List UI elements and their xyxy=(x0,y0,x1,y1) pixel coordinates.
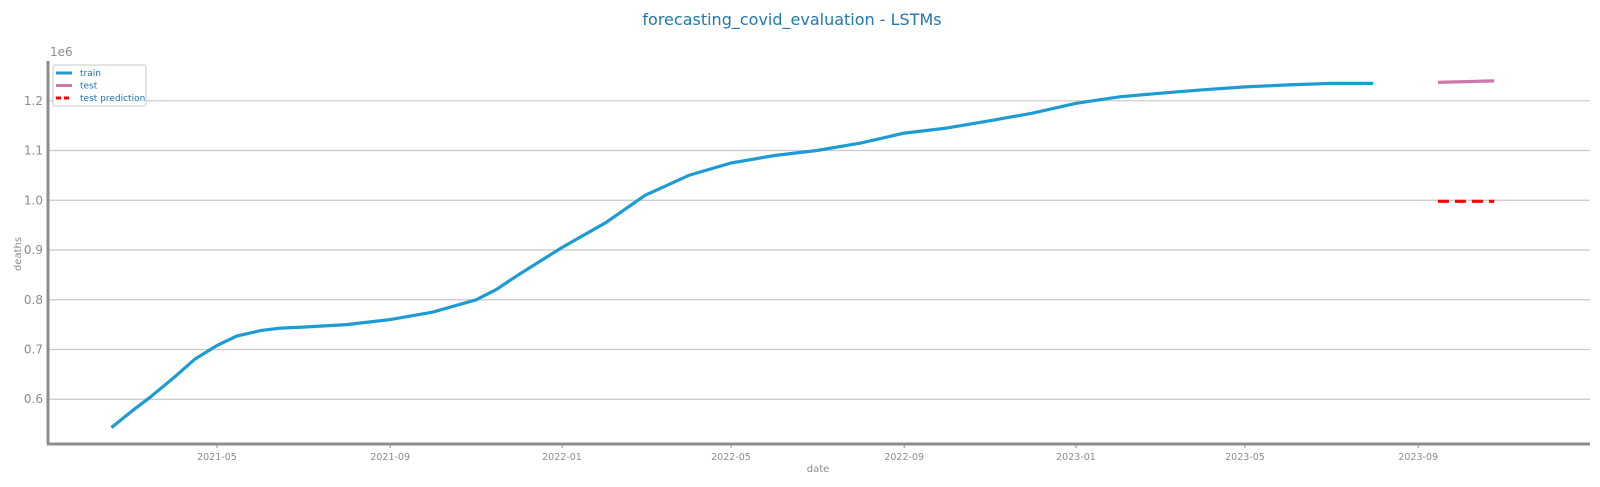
x-tick-label: 2021-09 xyxy=(370,452,410,463)
x-tick-labels: 2021-05 2021-09 2022-01 2022-05 2022-09 2023-… xyxy=(197,444,1438,463)
chart-title: forecasting_covid_evaluation - LSTMs xyxy=(642,10,941,30)
legend-label: train xyxy=(80,69,101,79)
y-tick-label: 1.0 xyxy=(24,193,43,207)
legend-box xyxy=(52,64,147,107)
series-lines xyxy=(110,79,1495,429)
y-multiplier-label: 1e6 xyxy=(50,45,73,59)
legend: train test test prediction xyxy=(52,64,147,107)
grid xyxy=(48,100,1590,400)
y-tick-label: 1.1 xyxy=(24,144,43,158)
y-axis-label: deaths xyxy=(13,237,24,271)
legend-label: test xyxy=(80,82,98,92)
x-tick-label: 2021-05 xyxy=(197,452,237,463)
y-tick-label: 1.2 xyxy=(24,94,43,108)
series-line-test xyxy=(1437,79,1495,84)
y-tick-label: 0.7 xyxy=(24,342,43,356)
x-axis-label: date xyxy=(807,464,830,475)
y-tick-label: 0.6 xyxy=(24,392,43,406)
series-line-train xyxy=(110,81,1374,429)
y-tick-label: 0.8 xyxy=(24,293,43,307)
x-tick-label: 2022-09 xyxy=(884,452,924,463)
x-tick-label: 2023-01 xyxy=(1056,452,1096,463)
x-tick-label: 2023-09 xyxy=(1398,452,1438,463)
x-tick-label: 2022-01 xyxy=(542,452,582,463)
y-tick-label: 0.9 xyxy=(24,243,43,257)
legend-label: test prediction xyxy=(80,94,145,104)
x-tick-label: 2023-05 xyxy=(1225,452,1265,463)
y-tick-labels: 0.6 0.7 0.8 0.9 1.0 1.1 1.2 xyxy=(24,94,43,406)
x-tick-label: 2022-05 xyxy=(711,452,751,463)
